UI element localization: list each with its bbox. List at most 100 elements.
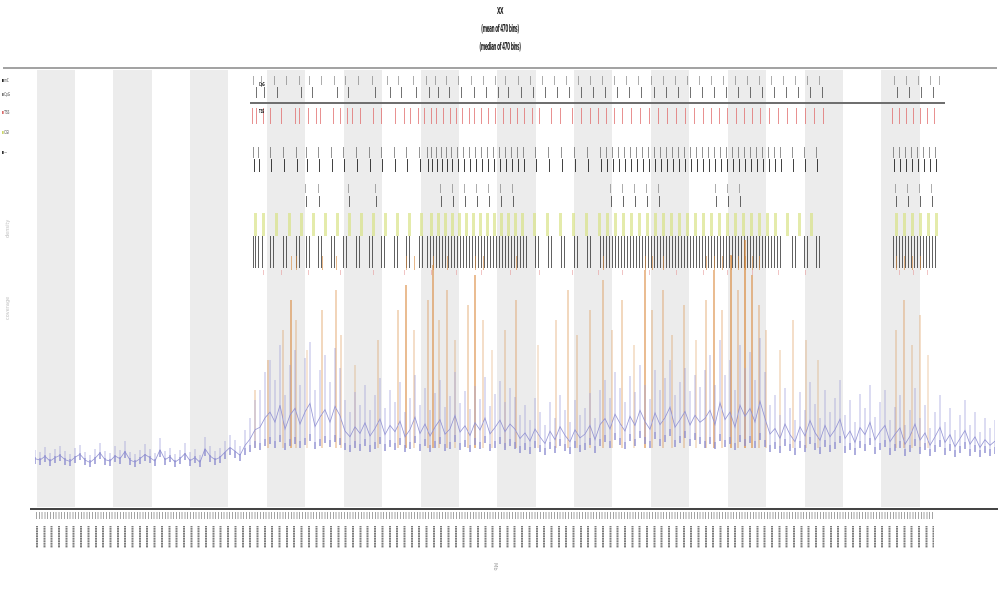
track-tick-red: [263, 108, 264, 124]
background-band: [804, 70, 843, 507]
track-tick-dark-1b: [271, 159, 272, 172]
track-tick-faint-red: [899, 270, 900, 275]
track-tick-dark-2b: [920, 196, 921, 207]
y-axis-label-density: density: [5, 219, 11, 238]
track-tick-top-gray-a: [458, 76, 459, 85]
track-tick-red: [340, 108, 341, 124]
track-tick-dark-1a: [441, 147, 442, 158]
track-tick-red: [256, 108, 257, 124]
track-tick-dark-1b: [575, 159, 576, 172]
track-tick-dark-1a: [587, 147, 588, 158]
track-tick-dark-1a: [714, 147, 715, 158]
track-tick-dark-2a: [931, 184, 932, 193]
track-tick-dark-1b: [470, 159, 471, 172]
track-tick-dense-dark: [321, 236, 322, 268]
track-tick-red: [752, 108, 753, 124]
track-tick-top-gray-b: [569, 87, 570, 98]
track-tick-dark-1b: [420, 159, 421, 172]
track-tick-dark-1b: [733, 159, 734, 172]
track-tick-green: [514, 213, 517, 236]
track-tick-red: [906, 108, 907, 124]
track-tick-dense-dark: [612, 236, 613, 268]
track-tick-green: [935, 213, 938, 236]
track-tick-green: [288, 213, 291, 236]
track-tick-dark-1b: [661, 159, 662, 172]
track-tick-top-gray-b: [605, 87, 606, 98]
background-band: [343, 70, 383, 507]
legend-swatch-icon: [2, 111, 4, 114]
track-tick-dark-2b: [501, 196, 502, 207]
track-tick-red: [913, 108, 914, 124]
track-tick-top-gray-a: [711, 76, 712, 85]
track-tick-dense-dark: [714, 236, 715, 268]
track-tick-green: [585, 213, 588, 236]
track-tick-faint-red: [281, 270, 282, 275]
background-band: [190, 70, 229, 507]
track-tick-green: [662, 213, 665, 236]
track-tick-red: [252, 108, 253, 124]
track-tick-dense-orange: [920, 256, 921, 270]
track-tick-dark-1a: [726, 147, 727, 158]
track-tick-dark-1a: [463, 147, 464, 158]
track-tick-top-gray-a: [495, 76, 496, 85]
track-tick-dense-dark: [896, 236, 897, 268]
track-tick-dark-2a: [907, 184, 908, 193]
track-tick-dense-dark: [538, 236, 539, 268]
track-tick-dense-dark: [768, 236, 769, 268]
track-tick-red: [517, 108, 518, 124]
track-tick-dark-2b: [623, 196, 624, 207]
track-tick-dense-dark: [642, 236, 643, 268]
track-tick-faint-red: [622, 270, 623, 275]
track-tick-dark-2b: [896, 196, 897, 207]
track-tick-top-gray-b: [348, 87, 349, 98]
track-tick-dark-2a: [658, 184, 659, 193]
track-tick-dark-1a: [642, 147, 643, 158]
track-tick-green: [275, 213, 278, 236]
track-tick-dark-1a: [911, 147, 912, 158]
track-tick-dark-1a: [744, 147, 745, 158]
track-tick-red: [360, 108, 361, 124]
track-tick-red: [532, 108, 533, 124]
track-tick-dense-dark: [334, 236, 335, 268]
track-tick-dense-orange: [475, 256, 476, 270]
track-tick-dense-dark: [663, 236, 664, 268]
track-tick-red: [488, 108, 489, 124]
track-tick-green: [437, 213, 440, 236]
track-tick-top-gray-b: [810, 87, 811, 98]
track-tick-green: [734, 213, 737, 236]
track-tick-dark-1b: [297, 159, 298, 172]
track-tick-dark-1a: [475, 147, 476, 158]
track-tick-red: [631, 108, 632, 124]
track-tick-dense-dark: [705, 236, 706, 268]
track-tick-faint-red: [778, 270, 779, 275]
track-tick-dense-dark: [439, 236, 440, 268]
chart-subtitle-1: (mean of 470 bins): [481, 22, 519, 35]
track-tick-top-gray-a: [906, 76, 907, 85]
track-tick-green: [465, 213, 468, 236]
track-tick-faint-red: [913, 270, 914, 275]
track-tick-dark-2b: [376, 196, 377, 207]
track-tick-dark-1a: [654, 147, 655, 158]
track-tick-top-gray-a: [578, 76, 579, 85]
track-tick-dense-dark: [397, 236, 398, 268]
track-tick-dark-1b: [906, 159, 907, 172]
track-tick-top-gray-b: [429, 87, 430, 98]
track-tick-faint-red: [727, 270, 728, 275]
track-tick-green: [420, 213, 423, 236]
signal-svg: [35, 240, 995, 467]
track-tick-dark-1a: [487, 147, 488, 158]
track-tick-dark-1a: [469, 147, 470, 158]
track-tick-dark-2a: [512, 184, 513, 193]
track-tick-dark-1b: [344, 159, 345, 172]
track-tick-red: [694, 108, 695, 124]
track-tick-faint-red: [373, 270, 374, 275]
track-tick-dense-dark: [523, 236, 524, 268]
track-tick-top-gray-a: [345, 76, 346, 85]
track-tick-green: [758, 213, 761, 236]
legend-swatch-icon: [2, 79, 4, 82]
track-tick-top-gray-b: [461, 87, 462, 98]
track-tick-green: [408, 213, 411, 236]
track-tick-top-gray-b: [629, 87, 630, 98]
track-tick-dark-1a: [738, 147, 739, 158]
track-tick-top-gray-a: [530, 76, 531, 85]
